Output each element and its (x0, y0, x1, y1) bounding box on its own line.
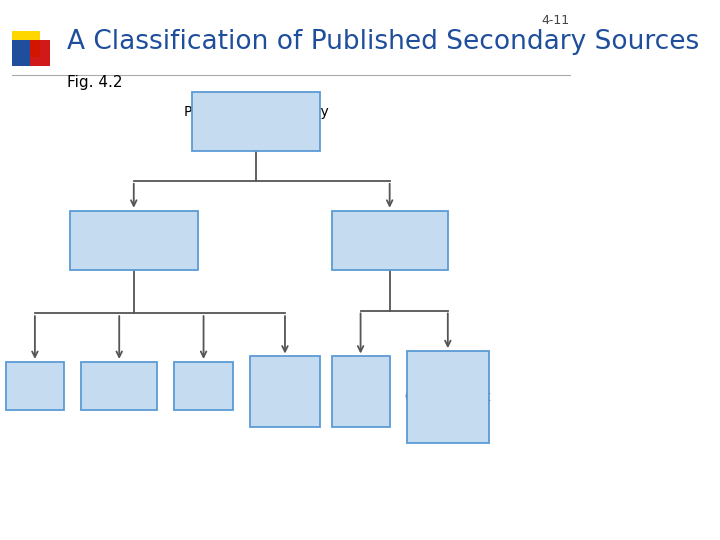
Text: Guides: Guides (11, 379, 59, 393)
Text: Statistical
Data: Statistical Data (251, 375, 320, 408)
Bar (12, 31, 40, 57)
Bar (250, 356, 320, 427)
Bar (81, 362, 157, 410)
Text: Published Secondary
Data: Published Secondary Data (184, 105, 328, 138)
Bar (22, 40, 50, 66)
Text: Government
Sources: Government Sources (346, 224, 433, 256)
Bar (12, 40, 30, 66)
Bar (407, 351, 489, 443)
Bar (70, 211, 198, 270)
Text: Census
Data: Census Data (336, 375, 386, 408)
Text: Other
Government
Publications: Other Government Publications (405, 372, 491, 422)
Bar (331, 211, 448, 270)
Text: A Classification of Published Secondary Sources: A Classification of Published Secondary … (67, 29, 699, 55)
Text: Directories: Directories (81, 379, 157, 393)
Bar (192, 92, 320, 151)
Bar (331, 356, 390, 427)
Bar (6, 362, 64, 410)
Text: Fig. 4.2: Fig. 4.2 (67, 75, 122, 90)
Text: General Business
Sources: General Business Sources (73, 224, 194, 256)
Text: Indexes: Indexes (177, 379, 230, 393)
Text: 4-11: 4-11 (542, 14, 570, 26)
Bar (174, 362, 233, 410)
